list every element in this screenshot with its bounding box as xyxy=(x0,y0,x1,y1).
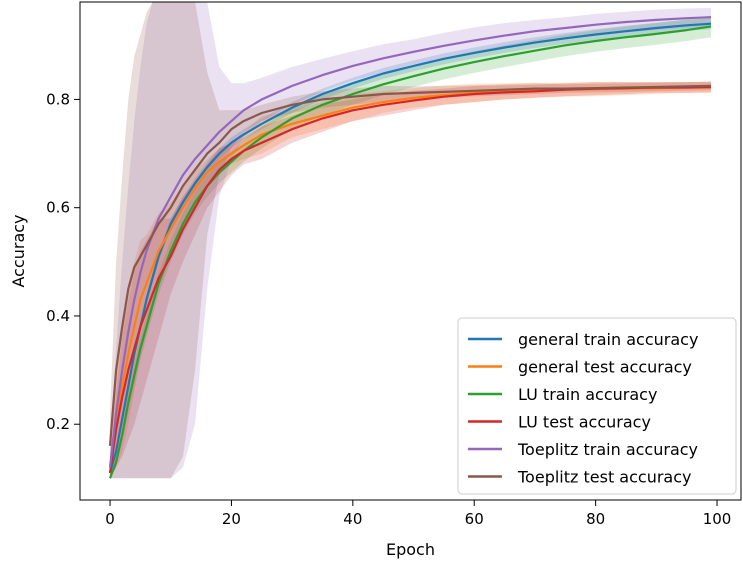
legend: general train accuracy general test accur… xyxy=(457,317,737,495)
legend-label: general train accuracy xyxy=(518,330,698,349)
legend-label: LU test accuracy xyxy=(518,413,651,432)
legend-label: LU train accuracy xyxy=(518,385,657,404)
toeplitz-test-accuracy-band xyxy=(110,2,711,479)
y-axis-ticks: 0.2 0.4 0.6 0.8 xyxy=(46,90,80,433)
x-axis-ticks: 0 20 40 60 80 100 xyxy=(105,500,731,528)
x-tick-label: 100 xyxy=(703,510,732,528)
general-train-accuracy-line xyxy=(108,22,712,474)
y-tick-label: 0.8 xyxy=(46,90,70,108)
x-tick-label: 60 xyxy=(465,510,484,528)
legend-label: Toeplitz train accuracy xyxy=(517,440,698,459)
legend-label: Toeplitz test accuracy xyxy=(517,468,692,487)
toeplitz-test-accuracy-line xyxy=(108,84,712,446)
confidence-bands xyxy=(110,2,711,479)
legend-box xyxy=(457,317,737,495)
y-tick-label: 0.6 xyxy=(46,199,70,217)
toeplitz-train-accuracy-line xyxy=(108,16,712,468)
x-axis-label: Epoch xyxy=(386,540,435,559)
x-tick-label: 40 xyxy=(343,510,362,528)
x-tick-label: 20 xyxy=(222,510,241,528)
legend-label: general test accuracy xyxy=(518,358,692,377)
series-lines xyxy=(108,16,712,479)
x-tick-label: 80 xyxy=(586,510,605,528)
lu-train-accuracy-band xyxy=(110,15,711,479)
y-tick-label: 0.2 xyxy=(46,415,70,433)
y-tick-label: 0.4 xyxy=(46,307,70,325)
toeplitz-train-accuracy-band xyxy=(110,2,711,479)
plot-area-frame xyxy=(79,1,742,501)
lu-test-accuracy-line xyxy=(108,85,712,474)
x-tick-label: 0 xyxy=(105,510,115,528)
y-axis-label: Accuracy xyxy=(9,214,28,287)
